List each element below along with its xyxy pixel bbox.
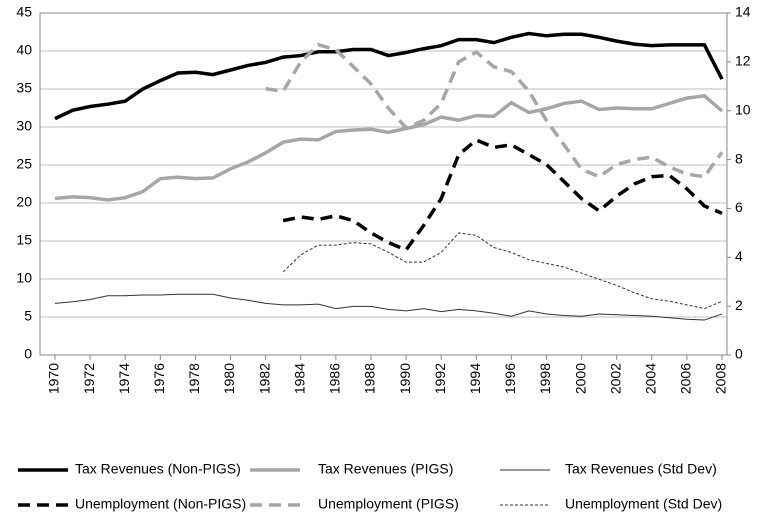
y-tick-label: 20 — [16, 194, 32, 210]
y2-tick-label: 10 — [735, 101, 751, 117]
y-tick-label: 5 — [24, 308, 32, 324]
legend-label: Unemployment (Std Dev) — [565, 496, 722, 512]
legend-label: Tax Revenues (Non-PIGS) — [75, 461, 241, 477]
y2-tick-label: 12 — [735, 53, 751, 69]
series-line — [54, 293, 723, 321]
y2-tick-label: 14 — [735, 4, 751, 20]
legend-label: Unemployment (Non-PIGS) — [75, 496, 246, 512]
y-tick-label: 0 — [24, 346, 32, 362]
series-line — [54, 94, 724, 202]
x-tick-label: 1998 — [537, 363, 553, 394]
x-tick-label: 1980 — [221, 363, 237, 394]
y2-tick-label: 6 — [735, 199, 743, 215]
x-tick-label: 1986 — [327, 363, 343, 394]
x-tick-label: 2002 — [607, 363, 623, 394]
y-tick-label: 10 — [16, 270, 32, 286]
y-tick-label: 45 — [16, 4, 32, 20]
y2-tick-label: 2 — [735, 297, 743, 313]
y-tick-label: 30 — [16, 118, 32, 134]
x-tick-label: 1982 — [256, 363, 272, 394]
legend-label: Tax Revenues (PIGS) — [318, 461, 453, 477]
plot-frame — [39, 12, 728, 356]
x-tick-label: 1970 — [46, 363, 62, 394]
x-tick-label: 2006 — [678, 363, 694, 394]
x-tick-label: 1996 — [502, 363, 518, 394]
x-tick-label: 1974 — [116, 363, 132, 394]
y-tick-label: 40 — [16, 42, 32, 58]
x-tick-label: 2004 — [642, 363, 658, 394]
y-tick-label: 25 — [16, 156, 32, 172]
x-tick-label: 2000 — [572, 363, 588, 394]
series-line — [282, 138, 723, 253]
legend-label: Tax Revenues (Std Dev) — [565, 461, 717, 477]
x-tick-label: 1992 — [432, 363, 448, 394]
x-tick-label: 1978 — [186, 363, 202, 394]
y2-tick-label: 0 — [735, 346, 743, 362]
y2-tick-label: 4 — [735, 248, 743, 264]
x-tick-label: 1990 — [397, 363, 413, 394]
y-tick-label: 15 — [16, 232, 32, 248]
x-tick-label: 1972 — [81, 363, 97, 394]
x-tick-label: 1976 — [151, 363, 167, 394]
legend-label: Unemployment (PIGS) — [318, 496, 459, 512]
x-tick-label: 1994 — [467, 363, 483, 394]
series-line — [265, 42, 724, 179]
x-tick-label: 2008 — [713, 363, 729, 394]
series-line — [54, 31, 724, 121]
x-tick-label: 1988 — [362, 363, 378, 394]
x-tick-label: 1984 — [291, 363, 307, 394]
y2-tick-label: 8 — [735, 150, 743, 166]
series-line — [282, 232, 723, 310]
y-tick-label: 35 — [16, 80, 32, 96]
